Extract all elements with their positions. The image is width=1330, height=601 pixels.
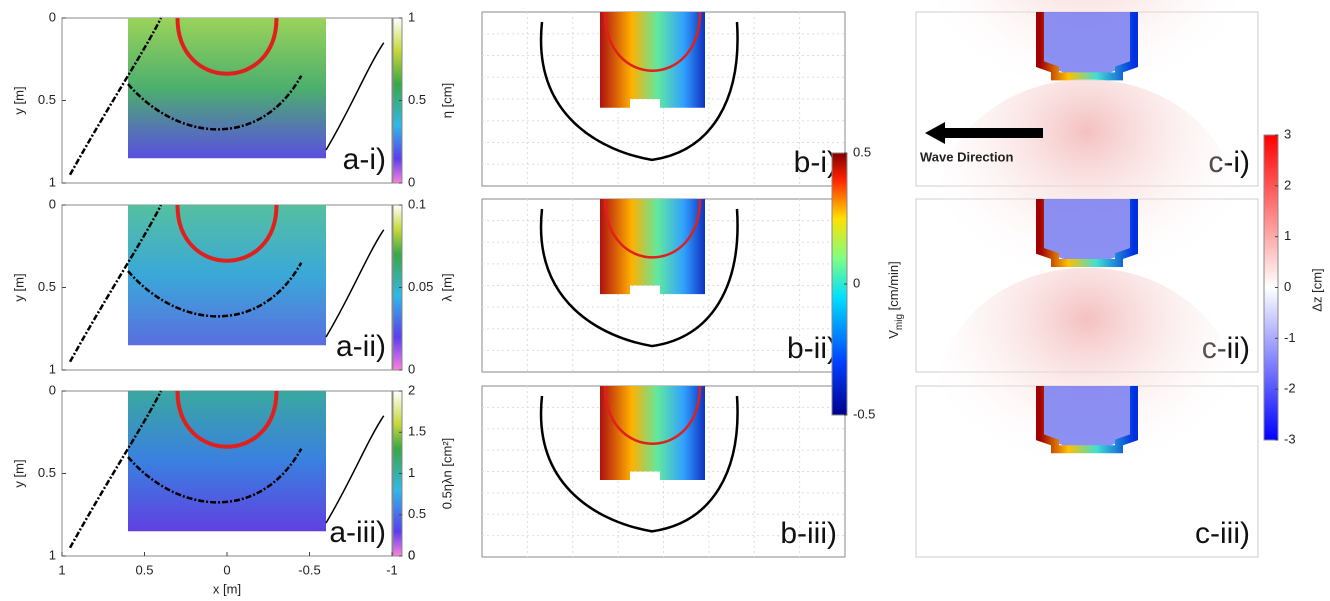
migration-front bbox=[603, 385, 702, 445]
panel-label: a-ii) bbox=[336, 330, 386, 363]
migration-field bbox=[600, 199, 705, 295]
y-tick-label: 1 bbox=[49, 547, 56, 562]
panel-label: b-ii) bbox=[787, 332, 837, 365]
contour bbox=[325, 42, 385, 151]
colorbar-tick-label: 0.5 bbox=[408, 92, 426, 107]
contour bbox=[68, 390, 303, 549]
scour-edge bbox=[1036, 386, 1138, 454]
panel-label: a-i) bbox=[343, 143, 386, 176]
y-tick-label: 0.5 bbox=[38, 465, 56, 480]
y-tick-label: 1 bbox=[49, 174, 56, 189]
y-tick-label: 0 bbox=[49, 382, 56, 397]
colorbar-tick-label: 2 bbox=[1284, 177, 1291, 192]
heatmap bbox=[128, 205, 326, 346]
y-tick-label: 0 bbox=[49, 9, 56, 24]
x-tick-label: 1 bbox=[58, 562, 65, 577]
colorbar-label: η [cm] bbox=[439, 83, 454, 118]
colorbar-tick-label: 0.1 bbox=[408, 196, 426, 211]
y-tick-label: 0.5 bbox=[38, 92, 56, 107]
y-tick-label: 0.5 bbox=[38, 279, 56, 294]
annotation: Wave Direction bbox=[920, 149, 1013, 164]
y-axis-label: y [m] bbox=[11, 459, 26, 487]
scour-hole bbox=[1040, 199, 1134, 260]
label-sub: mig bbox=[894, 314, 905, 330]
x-tick-label: 0 bbox=[223, 562, 230, 577]
label-unit: [cm/min] bbox=[886, 261, 901, 314]
colorbar-tick-label: 1 bbox=[408, 9, 415, 24]
colorbar-tick-label: 0 bbox=[408, 174, 415, 189]
x-tick-label: -1 bbox=[386, 562, 398, 577]
panel-label: c-iii) bbox=[1195, 517, 1250, 550]
contour bbox=[325, 229, 385, 338]
scour-hole bbox=[1040, 386, 1134, 446]
colorbar-label: 0.5ηλn [cm²] bbox=[439, 438, 454, 510]
colorbar-tick-label: 2 bbox=[408, 382, 415, 397]
colorbar-tick-label: 0.5 bbox=[408, 506, 426, 521]
wave-arrow bbox=[925, 122, 1043, 144]
contour bbox=[539, 21, 739, 162]
scour-edge bbox=[1036, 12, 1138, 81]
label-main: V bbox=[886, 330, 901, 339]
panel-label: b-iii) bbox=[780, 517, 837, 550]
colorbar-tick-label: -2 bbox=[1284, 381, 1296, 396]
colorbar-tick-label: 3 bbox=[1284, 126, 1291, 141]
heatmap bbox=[128, 18, 326, 159]
migration-front bbox=[175, 390, 279, 449]
y-tick-label: 1 bbox=[49, 361, 56, 376]
colorbar-tick-label: 0 bbox=[853, 275, 860, 290]
panel-label: b-i) bbox=[794, 146, 837, 179]
x-tick-label: -0.5 bbox=[298, 562, 320, 577]
colorbar-tick-label: 0 bbox=[408, 547, 415, 562]
contour bbox=[68, 17, 303, 176]
y-axis-label: y [m] bbox=[11, 86, 26, 114]
colorbar-tick-label: -3 bbox=[1284, 431, 1296, 446]
colorbar-tick-label: 0.05 bbox=[408, 279, 433, 294]
scour-edge bbox=[1036, 199, 1138, 268]
panel-label: a-iii) bbox=[329, 516, 386, 549]
colorbar-tick-label: -0.5 bbox=[853, 406, 875, 421]
scour-hole bbox=[1040, 12, 1134, 73]
colorbar-label: λ [m] bbox=[439, 273, 454, 301]
migration-front bbox=[603, 198, 702, 259]
y-tick-label: 0 bbox=[49, 196, 56, 211]
x-axis-label: x [m] bbox=[213, 581, 241, 596]
migration-front bbox=[603, 11, 702, 72]
colorbar-tick-label: -1 bbox=[1284, 330, 1296, 345]
heatmap bbox=[128, 391, 326, 532]
colorbar-tick-label: 1 bbox=[1284, 228, 1291, 243]
contour bbox=[68, 204, 303, 363]
contour bbox=[539, 395, 739, 533]
x-tick-label: 0.5 bbox=[135, 562, 153, 577]
colorbar-tick-label: 0 bbox=[1284, 279, 1291, 294]
colorbar-tick-label: 1 bbox=[408, 465, 415, 480]
migration-field bbox=[600, 386, 705, 481]
contour bbox=[539, 208, 739, 348]
y-axis-label: y [m] bbox=[11, 273, 26, 301]
migration-front bbox=[175, 17, 279, 76]
colorbar-label: Δz [cm] bbox=[1309, 268, 1324, 311]
colorbar-tick-label: 1.5 bbox=[408, 424, 426, 439]
migration-front bbox=[175, 204, 279, 263]
colorbar-label: Vmig [cm/min] bbox=[886, 261, 904, 339]
colorbar-tick-label: 0 bbox=[408, 361, 415, 376]
contour bbox=[325, 415, 385, 524]
colorbar-tick-label: 0.5 bbox=[853, 144, 871, 159]
migration-field bbox=[600, 12, 705, 108]
colorbar-tick-label: 0 bbox=[408, 547, 415, 562]
